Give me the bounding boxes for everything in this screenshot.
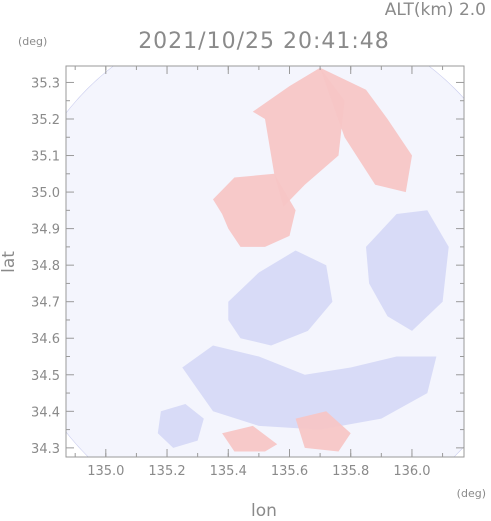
x-tick-label: 135.0	[87, 464, 124, 479]
region-southeast-red	[295, 411, 351, 452]
y-tick-label: 35.2	[31, 113, 60, 128]
y-tick-label: 34.9	[31, 223, 60, 238]
x-tick-label: 135.4	[210, 464, 247, 479]
axis-frame	[65, 65, 465, 458]
y-tick-label: 34.6	[31, 332, 60, 347]
region-west-red	[213, 173, 296, 247]
y-tick-label: 34.5	[31, 369, 60, 384]
plot-frame	[65, 65, 465, 458]
y-tick-label: 34.8	[31, 259, 60, 274]
y-unit-label: (deg)	[18, 35, 47, 48]
y-axis-label: lat	[0, 251, 19, 273]
x-tick-label: 135.6	[271, 464, 308, 479]
region-center-blue	[228, 250, 333, 346]
chart-title: 2021/10/25 20:41:48	[138, 29, 390, 54]
y-ticks: 34.3 34.4 34.5 34.6 34.7 34.8 34.9 35.0 35.1 35.2…	[31, 76, 464, 457]
x-axis-label: lon	[251, 501, 277, 521]
region-south-red	[222, 425, 278, 452]
y-tick-label: 35.0	[31, 186, 60, 201]
y-tick-label: 35.3	[31, 76, 60, 91]
x-tick-label: 135.2	[148, 464, 185, 479]
altitude-label: ALT(km) 2.0	[385, 0, 486, 20]
region-north-red	[252, 67, 345, 207]
x-tick-label: 136.0	[393, 464, 430, 479]
region-northeast-red	[320, 67, 412, 193]
region-southwest-blue	[157, 404, 204, 448]
region-south-blue	[182, 345, 437, 430]
y-tick-label: 34.7	[31, 296, 60, 311]
y-tick-label: 34.3	[31, 442, 60, 457]
plot-area	[66, 66, 464, 457]
x-tick-label: 135.8	[332, 464, 369, 479]
y-tick-label: 34.4	[31, 405, 60, 420]
region-east-blue	[366, 210, 449, 331]
x-ticks: 135.0 135.2 135.4 135.6 135.8 136.0	[74, 66, 444, 479]
y-tick-label: 35.1	[31, 150, 60, 165]
x-unit-label: (deg)	[457, 487, 486, 500]
